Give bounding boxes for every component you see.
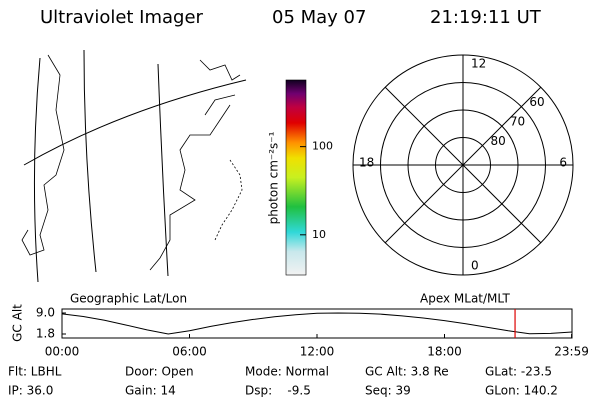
status-field: Gain: 14 — [125, 384, 176, 398]
colorbar-label: photon cm⁻²s⁻¹ — [267, 131, 281, 224]
x-tick-label: 12:00 — [300, 345, 335, 359]
colorbar-tick-label: 100 — [312, 140, 333, 153]
status-field: Seq: 39 — [365, 384, 411, 398]
mlt-label: 18 — [359, 156, 374, 170]
x-tick-label: 23:59 — [554, 345, 589, 359]
status-field: GC Alt: 3.8 Re — [365, 365, 449, 379]
status-field: Flt: LBHL — [8, 365, 62, 379]
mlt-label: 6 — [559, 156, 567, 170]
title: Ultraviolet Imager — [40, 7, 204, 28]
time: 21:19:11 UT — [430, 7, 542, 28]
x-tick-label: 00:00 — [45, 345, 80, 359]
timeline-ylabel: GC Alt — [11, 304, 25, 342]
status-field: GLon: 140.2 — [485, 384, 558, 398]
lat-label: 80 — [490, 134, 505, 148]
date: 05 May 07 — [272, 7, 366, 28]
lat-label: 70 — [510, 115, 525, 129]
lat-label: 60 — [529, 95, 544, 109]
x-tick-label: 18:00 — [427, 345, 462, 359]
map-title: Geographic Lat/Lon — [70, 292, 187, 306]
status-field: Mode: Normal — [245, 365, 329, 379]
status-field: Door: Open — [125, 365, 194, 379]
x-tick-label: 06:00 — [172, 345, 207, 359]
colorbar — [285, 79, 307, 276]
mlt-label: 0 — [471, 259, 479, 273]
y-tick-label: 9.0 — [36, 306, 55, 320]
polar-title: Apex MLat/MLT — [420, 292, 510, 306]
mlt-label: 12 — [471, 57, 486, 71]
status-field: Dsp: -9.5 — [245, 384, 311, 398]
altitude-curve — [61, 312, 573, 335]
status-field: GLat: -23.5 — [485, 365, 552, 379]
colorbar-tick-label: 10 — [312, 228, 326, 241]
y-tick-label: 1.8 — [36, 327, 55, 341]
geo-map — [21, 49, 247, 283]
status-field: IP: 36.0 — [8, 384, 53, 398]
